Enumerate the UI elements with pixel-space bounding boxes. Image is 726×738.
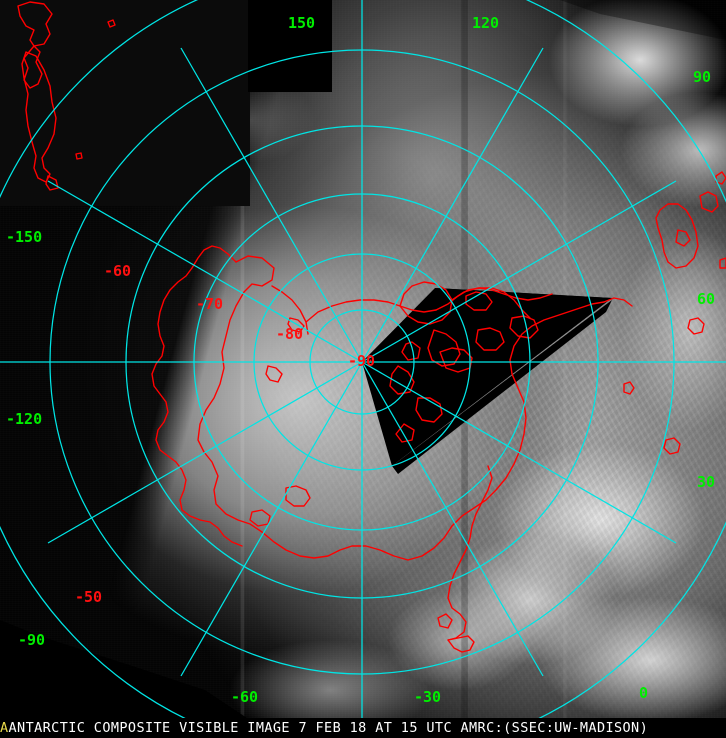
longitude-label-150: 150	[288, 14, 316, 32]
longitude-label-m150: -150	[6, 228, 43, 246]
latitude-label-m90: -90	[348, 352, 376, 370]
nodata-wedge-layer	[0, 0, 726, 720]
latitude-label-m80: -80	[276, 325, 304, 343]
latitude-label-m70: -70	[196, 295, 224, 313]
longitude-label-120: 120	[472, 14, 500, 32]
satellite-image-canvas: 150 120 90 60 30 0 -30 -60 -90 -120 -150…	[0, 0, 726, 720]
latitude-label-m50: -50	[75, 588, 103, 606]
longitude-label-m90: -90	[18, 631, 46, 649]
longitude-label-m120: -120	[6, 410, 43, 428]
graticule-overlay	[0, 0, 726, 720]
longitude-label-0: 0	[639, 684, 649, 702]
longitude-label-m60: -60	[231, 688, 259, 706]
caption-lead-glyph: A	[0, 720, 9, 736]
nodata-block-upper-mid	[248, 0, 332, 92]
latitude-label-m60: -60	[104, 262, 132, 280]
longitude-label-90: 90	[693, 68, 712, 86]
longitude-label-30: 30	[697, 473, 716, 491]
image-caption-bar: AANTARCTIC COMPOSITE VISIBLE IMAGE 7 FEB…	[0, 718, 726, 738]
longitude-label-m30: -30	[414, 688, 442, 706]
meridian-lines	[0, 0, 726, 720]
caption-text: ANTARCTIC COMPOSITE VISIBLE IMAGE 7 FEB …	[8, 720, 649, 736]
nodata-block-upper-left	[0, 0, 250, 206]
longitude-label-60: 60	[697, 290, 716, 308]
